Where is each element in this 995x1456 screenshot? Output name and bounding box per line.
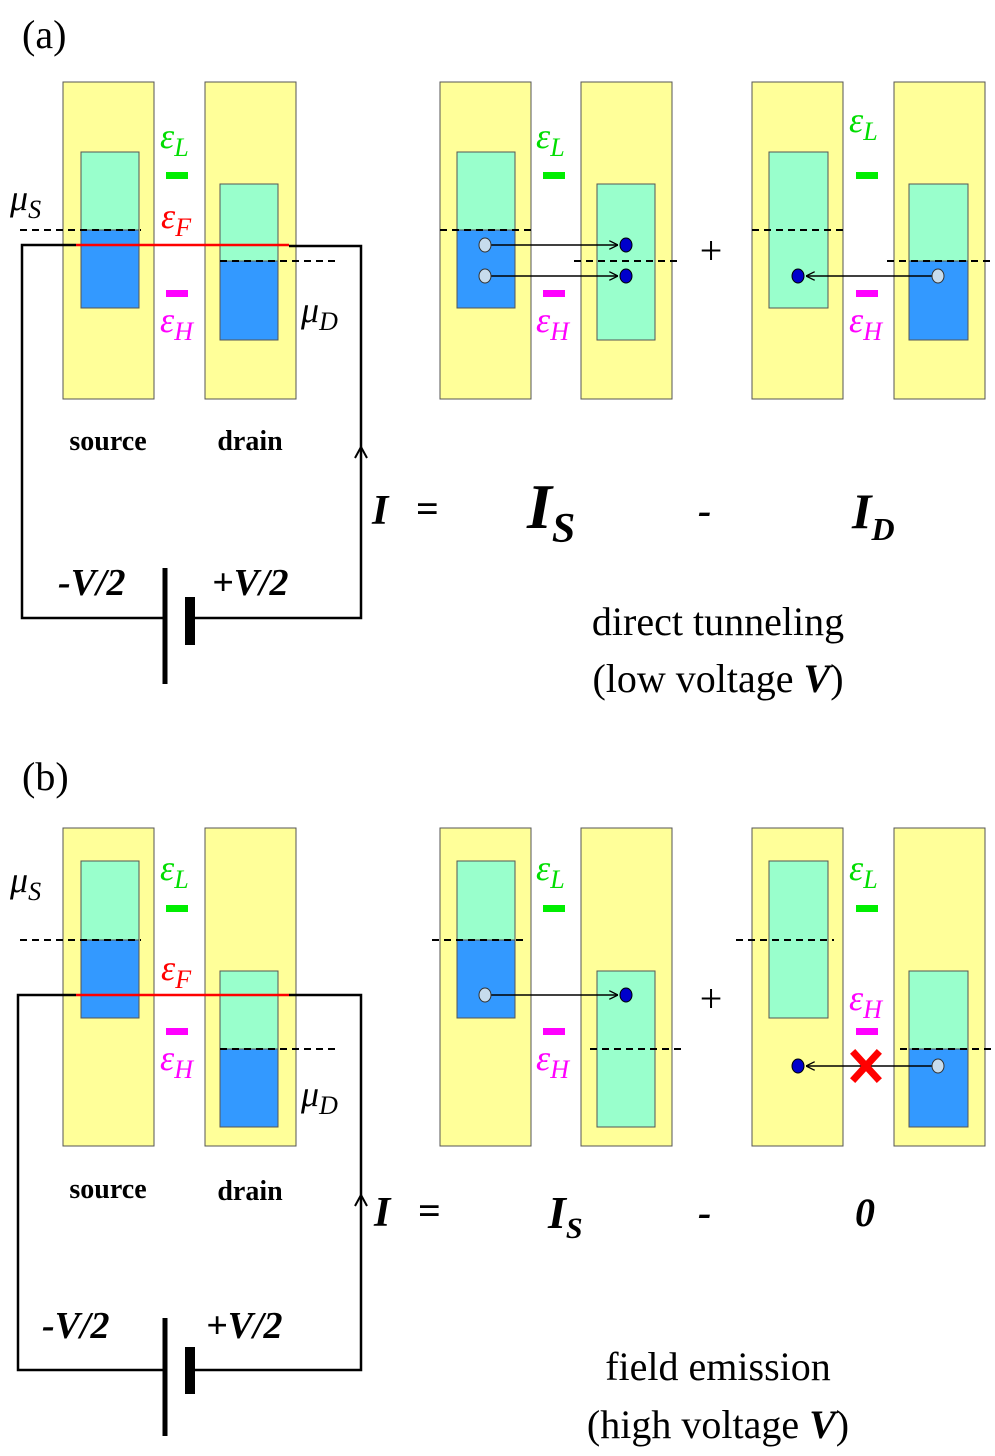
current-symbol: I [371, 488, 390, 534]
lumo-level [543, 905, 565, 912]
electron-dot [791, 268, 805, 284]
equals-sign: = [416, 486, 439, 531]
drain-filled-band [219, 1048, 279, 1128]
source-empty-band [456, 151, 516, 231]
drain-empty-band [219, 183, 279, 262]
panel-label: (a) [22, 12, 66, 57]
hole-dot [478, 237, 492, 253]
blocked-x-icon [850, 1049, 882, 1083]
drain-empty-band [219, 970, 279, 1050]
current-equation: I = IS - 0 [373, 1187, 875, 1245]
plus-sign: + [700, 228, 723, 273]
eps-h-label: εH [160, 1038, 194, 1084]
panel-b: (b) εL εF εH μS μD source drain -V/2 [9, 754, 994, 1447]
drain-current-term: ID [851, 483, 895, 547]
battery-positive-label: +V/2 [206, 1305, 283, 1347]
minus-sign: - [698, 1190, 711, 1235]
caption-line-2: (high voltage V) [587, 1402, 849, 1447]
caption-line-1: field emission [605, 1344, 831, 1389]
source-current-term: IS [526, 471, 575, 552]
zero-term: 0 [855, 1190, 875, 1235]
source-filled-band [80, 229, 140, 309]
drain-empty-band [908, 970, 969, 1050]
current-arrow [354, 1192, 368, 1207]
homo-level [856, 1028, 878, 1035]
current-symbol: I [373, 1190, 392, 1236]
drain-label: drain [217, 1176, 283, 1207]
lumo-level [166, 905, 188, 912]
mu-s-label: μS [9, 860, 41, 906]
eps-h-label: εH [536, 1038, 570, 1084]
source-empty-band [456, 860, 516, 941]
source-filled-band [80, 939, 140, 1019]
source-empty-band [80, 151, 140, 231]
source-empty-band [80, 860, 140, 941]
battery-negative-label: -V/2 [42, 1305, 110, 1347]
drain-label: drain [217, 426, 283, 457]
drain-tunneling-diagram: εL εH [736, 827, 994, 1147]
mu-d-label: μD [300, 1074, 338, 1120]
mu-s-label: μS [9, 178, 41, 224]
eps-h-label: εH [160, 300, 194, 346]
drain-filled-band [219, 260, 279, 341]
eps-h-label: εH [536, 300, 570, 346]
plus-sign: + [700, 976, 723, 1021]
electron-dot [619, 237, 633, 253]
lumo-level [856, 905, 878, 912]
minus-sign: - [698, 488, 711, 533]
mu-d-label: μD [300, 290, 338, 336]
eps-f-label: εF [161, 948, 192, 994]
source-filled-band [456, 939, 516, 1019]
lumo-level [166, 172, 188, 179]
hole-dot [478, 268, 492, 284]
caption-line-2: (low voltage V) [592, 656, 843, 701]
eps-l-label: εL [849, 100, 878, 146]
eps-l-label: εL [160, 116, 189, 162]
eps-l-label: εL [160, 848, 189, 894]
battery-negative-label: -V/2 [58, 562, 126, 604]
panel-a: (a) εL εF εH μS μD source drain [9, 12, 992, 701]
electron-dot [619, 268, 633, 284]
homo-level [856, 290, 878, 297]
panel-label: (b) [22, 754, 69, 799]
homo-level [543, 290, 565, 297]
hole-dot [931, 1058, 945, 1074]
homo-level [543, 1028, 565, 1035]
homo-level [166, 1028, 188, 1035]
eps-h-label: εH [849, 978, 883, 1024]
source-label: source [69, 426, 146, 457]
hole-dot [931, 268, 945, 284]
current-arrow [354, 444, 368, 459]
lumo-level [856, 172, 878, 179]
source-label: source [69, 1174, 146, 1205]
caption-line-1: direct tunneling [592, 599, 844, 644]
source-current-term: IS [547, 1187, 583, 1245]
eps-l-label: εL [849, 848, 878, 894]
circuit-diagram: εL εF εH μS μD source drain -V/2 +V/2 [9, 827, 368, 1436]
homo-level [166, 290, 188, 297]
equals-sign: = [418, 1188, 441, 1233]
eps-f-label: εF [161, 196, 192, 242]
eps-l-label: εL [536, 116, 565, 162]
source-tunneling-diagram: εL εH [439, 81, 680, 400]
circuit-wire [20, 243, 363, 620]
battery-positive-label: +V/2 [212, 562, 289, 604]
source-tunneling-diagram: εL εH [432, 827, 684, 1147]
electron-dot [791, 1058, 805, 1074]
circuit-wire [16, 993, 363, 1372]
hole-dot [478, 987, 492, 1003]
current-equation: I = IS - ID [371, 471, 895, 552]
drain-empty-band [908, 183, 969, 262]
lumo-level [543, 172, 565, 179]
eps-h-label: εH [849, 300, 883, 346]
drain-tunneling-diagram: εL εH [751, 81, 992, 400]
eps-l-label: εL [536, 848, 565, 894]
circuit-diagram: εL εF εH μS μD source drain -V/2 +V/2 [9, 81, 368, 684]
electron-dot [619, 987, 633, 1003]
